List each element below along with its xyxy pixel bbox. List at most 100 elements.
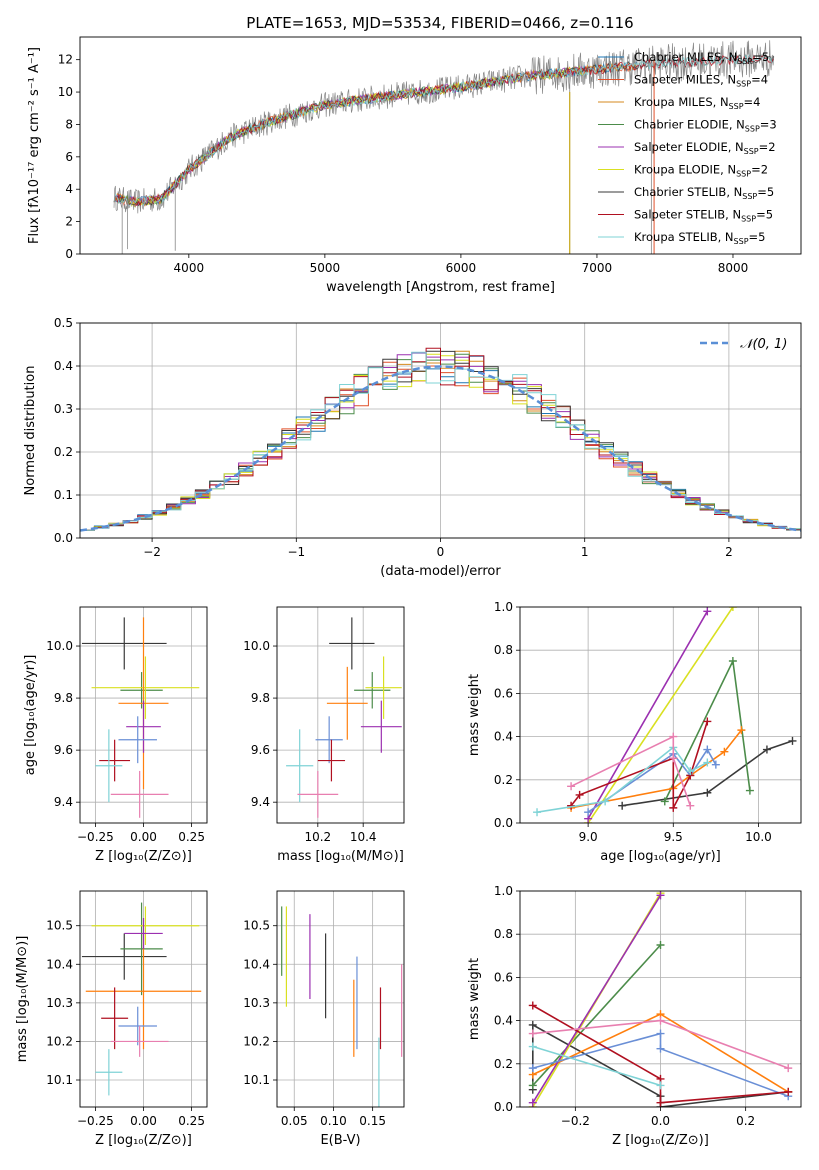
y-tick-label: 0.3 [54, 402, 73, 416]
y-axis-label: Flux [fλ10⁻¹⁷ erg cm⁻² s⁻¹ A⁻¹] [27, 47, 42, 244]
x-tick-label: 0.25 [178, 830, 205, 844]
legend-entry: Kroupa MILES, NSSP=4 [634, 95, 760, 111]
x-axis-label: Z [log₁₀(Z/Z⊙)] [95, 849, 192, 864]
x-tick-label: −1 [287, 545, 305, 559]
mass-weight-line [570, 729, 743, 809]
mass-weight-marker [528, 1042, 537, 1051]
legend-entry: Kroupa STELIB, NSSP=5 [634, 230, 765, 246]
axes-frame [79, 606, 208, 824]
y-tick-label: 10 [58, 85, 73, 99]
panel-8: −0.2 0.0 0.2 0.0 0.2 0.4 0.6 0.8 1.0 Z [log₁₀(Z/Z… [467, 884, 802, 1148]
x-tick-label: 0 [437, 545, 445, 559]
x-tick-label: 7000 [582, 261, 613, 275]
legend-entry: Chabrier STELIB, NSSP=5 [634, 185, 774, 201]
model-spectrum-line [113, 65, 583, 206]
x-tick-label: 8000 [718, 261, 749, 275]
x-tick-label: 0.2 [736, 1114, 755, 1128]
x-axis-label: age [log₁₀(age/yr)] [600, 849, 721, 864]
panel-1: 4000 5000 6000 7000 8000 0 2 4 6 8 10 12 wavelength … [27, 36, 802, 295]
mass-weight-marker [656, 1016, 665, 1025]
x-tick-label: 0.10 [320, 1114, 347, 1128]
axes-frame [519, 890, 802, 1108]
y-tick-label: 8 [65, 117, 73, 131]
normal-curve [80, 365, 801, 532]
x-tick-label: −0.25 [77, 1114, 114, 1128]
y-tick-label: 1.0 [494, 600, 513, 614]
y-tick-label: 0.2 [494, 1057, 513, 1071]
y-tick-label: 9.4 [251, 795, 270, 809]
mass-weight-marker [584, 808, 593, 817]
mass-weight-marker [669, 732, 678, 741]
x-tick-label: 0.05 [281, 1114, 308, 1128]
mass-weight-marker [669, 754, 678, 763]
mass-weight-line [532, 1004, 789, 1104]
x-tick-label: 0.15 [359, 1114, 386, 1128]
mass-weight-marker [618, 801, 627, 810]
panel-5: 9.0 9.5 10.0 0.0 0.2 0.4 0.6 0.8 1.0 age [log₁₀(a… [467, 600, 802, 864]
y-tick-label: 9.6 [251, 743, 270, 757]
panel-4: 10.2 10.4 9.4 9.6 9.8 10.0 mass [log₁₀(M/M⊙)] [243, 606, 405, 864]
mass-weight-marker [784, 1064, 793, 1073]
x-axis-label: wavelength [Angstrom, rest frame] [326, 280, 555, 295]
mass-weight-marker [745, 786, 754, 795]
y-tick-label: 10.2 [243, 1034, 270, 1048]
panel-3: −0.25 0.00 0.25 9.4 9.6 9.8 10.0 Z [log₁₀(Z/Z⊙)… [23, 606, 208, 864]
mass-weight-marker [784, 1087, 793, 1096]
mass-weight-marker [528, 1001, 537, 1010]
mass-weight-marker [703, 607, 712, 616]
x-tick-label: 0.00 [130, 830, 157, 844]
y-tick-label: 0.0 [494, 816, 513, 830]
mass-weight-line [587, 610, 708, 820]
y-tick-label: 12 [58, 53, 73, 67]
model-spectrum-line [113, 67, 583, 208]
y-tick-label: 0.0 [494, 1100, 513, 1114]
x-tick-label: −0.2 [561, 1114, 590, 1128]
x-tick-label: 10.4 [350, 830, 377, 844]
mass-weight-marker [528, 1098, 537, 1107]
plot-area [81, 902, 202, 1096]
y-tick-label: 9.8 [251, 691, 270, 705]
legend-entry: Chabrier MILES, NSSP=5 [634, 50, 769, 66]
mass-weight-marker [788, 736, 797, 745]
y-tick-label: 0.5 [54, 316, 73, 330]
x-tick-label: 2 [725, 545, 733, 559]
mass-weight-marker [703, 745, 712, 754]
mass-weight-marker [567, 782, 576, 791]
y-tick-label: 10.2 [46, 1034, 73, 1048]
y-tick-label: 0.2 [54, 445, 73, 459]
mass-weight-marker [656, 1044, 665, 1053]
x-tick-label: 9.0 [579, 830, 598, 844]
plot-area [528, 891, 793, 1107]
x-tick-label: 0.00 [130, 1114, 157, 1128]
legend-entry: Kroupa ELODIE, NSSP=2 [634, 163, 768, 179]
y-tick-label: 2 [65, 215, 73, 229]
mass-weight-marker [656, 1029, 665, 1038]
mass-weight-marker [728, 657, 737, 665]
x-tick-label: 0.25 [178, 1114, 205, 1128]
y-tick-label: 0.0 [54, 531, 73, 545]
x-tick-label: 9.5 [664, 830, 683, 844]
mass-weight-marker [656, 941, 665, 949]
y-axis-label: mass weight [467, 958, 482, 1040]
plot-area [113, 40, 775, 254]
x-tick-label: 0.0 [651, 1114, 670, 1128]
mass-weight-marker [728, 607, 737, 611]
x-tick-label: 6000 [446, 261, 477, 275]
y-tick-label: 10.4 [46, 957, 73, 971]
y-tick-label: 0.1 [54, 488, 73, 502]
y-tick-label: 10.4 [243, 957, 270, 971]
y-tick-label: 6 [65, 150, 73, 164]
x-axis-label: E(B-V) [320, 1133, 360, 1148]
y-tick-label: 0.4 [54, 359, 73, 373]
plot-area [286, 617, 402, 818]
spectrum-legend: Chabrier MILES, NSSP=5 Salpeter MILES, NS… [598, 50, 777, 246]
mass-weight-line [570, 735, 692, 806]
x-axis-label: (data-model)/error [380, 564, 501, 579]
axes-frame [519, 606, 802, 824]
legend-entry: Salpeter ELODIE, NSSP=2 [634, 140, 776, 156]
mass-weight-line [570, 721, 709, 809]
x-tick-label: 1 [581, 545, 589, 559]
plot-area [81, 617, 200, 818]
mass-weight-marker [528, 1081, 537, 1090]
